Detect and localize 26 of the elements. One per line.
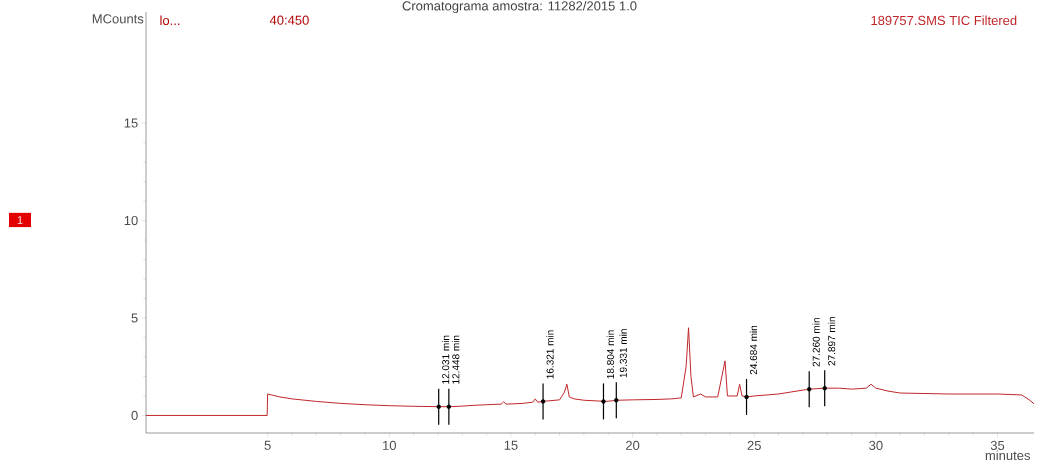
annotation: 12.448 min: [452, 335, 460, 384]
x-tick-label: 10: [383, 440, 397, 450]
annotation: 24.684 min: [749, 325, 758, 375]
annotation: 18.804 min: [606, 330, 615, 379]
x-tick-label: 30: [869, 440, 883, 450]
y-tick-label: 10: [124, 215, 138, 226]
text: 1: [17, 216, 23, 224]
x-axis-title: minutes: [985, 450, 1030, 461]
y-tick-label: 15: [124, 118, 138, 128]
y-axis-title: MCounts: [92, 14, 144, 24]
y-tick-label: 5: [131, 313, 138, 323]
annotation: 40:450: [269, 15, 309, 25]
x-tick-label: 35: [990, 440, 1005, 450]
annotation: 12.031 min: [441, 335, 450, 384]
chart-title: Cromatograma amostra: 11282/2015 1.0: [402, 0, 637, 14]
x-tick-label: 15: [504, 440, 518, 450]
y-tick-label: 0: [131, 410, 138, 421]
annotation: lo...: [160, 15, 180, 26]
x-tick-label: 25: [747, 440, 761, 450]
x-tick-label: 20: [626, 440, 640, 450]
annotation: 27.260 min: [812, 318, 820, 367]
annotation: 27.897 min: [827, 317, 836, 366]
annotation: 19.331 min: [619, 329, 627, 378]
annotation: 16.321 min: [546, 330, 554, 379]
x-tick-label: 5: [264, 440, 271, 450]
text: 189757.SMS TIC Filtered: [871, 15, 1017, 26]
